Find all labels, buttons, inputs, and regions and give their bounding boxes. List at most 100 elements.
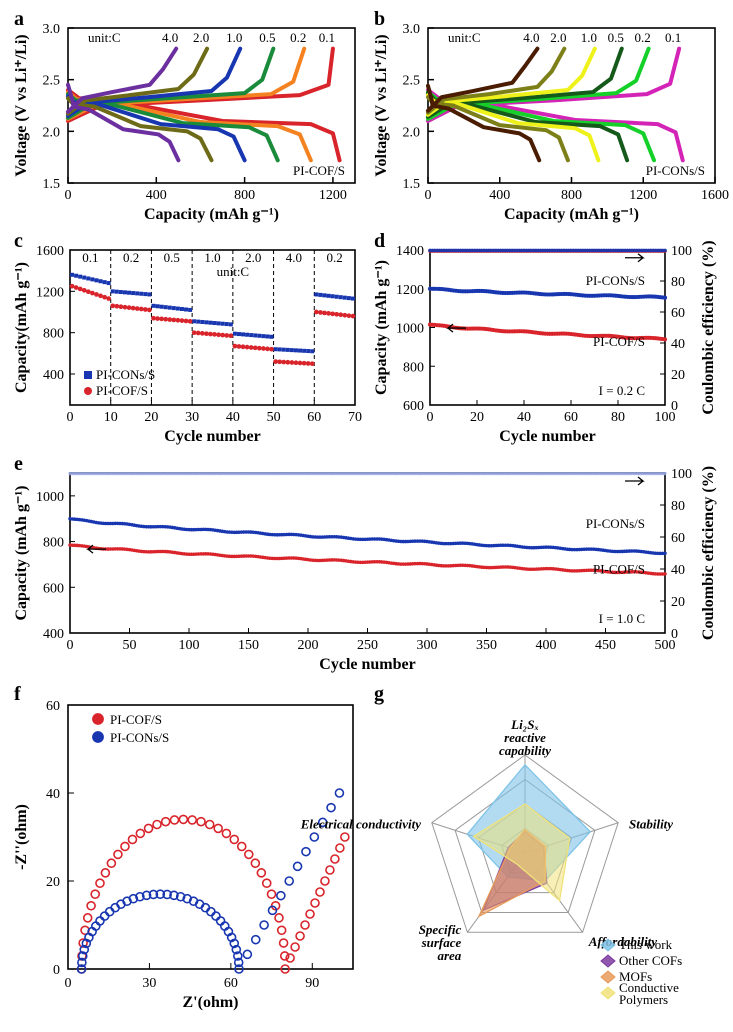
svg-text:I = 1.0 C: I = 1.0 C	[599, 611, 645, 626]
svg-text:PI-CONs/S: PI-CONs/S	[586, 273, 645, 288]
panel-f: f 03060900204060Z'(ohm)-Z''(ohm)PI-COF/S…	[10, 685, 365, 1015]
svg-text:2.0: 2.0	[403, 125, 421, 140]
svg-text:0.5: 0.5	[608, 30, 624, 45]
svg-text:40: 40	[517, 410, 531, 425]
panel-a: a 040080012001.52.02.53.0Capacity (mAh g…	[10, 10, 365, 225]
svg-text:0.1: 0.1	[319, 30, 335, 45]
svg-text:80: 80	[671, 499, 685, 514]
svg-text:PI-CONs/S: PI-CONs/S	[646, 163, 705, 178]
svg-text:1000: 1000	[396, 322, 424, 337]
svg-text:1200: 1200	[319, 188, 347, 203]
svg-text:3.0: 3.0	[43, 22, 61, 37]
svg-text:3.0: 3.0	[403, 22, 421, 37]
svg-text:Stability: Stability	[629, 817, 673, 832]
svg-text:70: 70	[348, 410, 362, 425]
chart-b: 0400800120016001.52.02.53.0Capacity (mAh…	[370, 10, 725, 225]
svg-text:Capacity (mAh g⁻¹): Capacity (mAh g⁻¹)	[13, 485, 30, 620]
svg-text:4.0: 4.0	[286, 250, 302, 265]
svg-text:0: 0	[671, 627, 678, 642]
svg-text:2.5: 2.5	[403, 74, 421, 89]
svg-text:4.0: 4.0	[523, 30, 539, 45]
chart-a: 040080012001.52.02.53.0Capacity (mAh g⁻¹…	[10, 10, 365, 225]
svg-text:Capacity (mAh g⁻¹): Capacity (mAh g⁻¹)	[373, 260, 390, 395]
svg-text:0: 0	[67, 638, 74, 653]
svg-text:350: 350	[476, 638, 497, 653]
svg-text:800: 800	[234, 188, 255, 203]
chart-d: 0204060801006008001000120014000204060801…	[370, 232, 725, 447]
panel-b-label: b	[374, 8, 385, 31]
svg-text:1.5: 1.5	[43, 177, 61, 192]
svg-text:2.0: 2.0	[43, 125, 61, 140]
svg-text:Capacity(mAh g⁻¹): Capacity(mAh g⁻¹)	[13, 262, 30, 393]
svg-text:0: 0	[67, 410, 74, 425]
svg-text:1000: 1000	[36, 490, 64, 505]
svg-text:Polymers: Polymers	[619, 992, 668, 1007]
panel-g: g Li₂SₓreactivecapabilityStabilityAfford…	[370, 685, 730, 1015]
panel-f-label: f	[14, 683, 21, 706]
svg-text:Cycle number: Cycle number	[499, 428, 595, 445]
panel-d: d 02040608010060080010001200140002040608…	[370, 232, 725, 447]
svg-text:1.0: 1.0	[581, 30, 597, 45]
svg-text:400: 400	[43, 627, 64, 642]
panel-b: b 0400800120016001.52.02.53.0Capacity (m…	[370, 10, 725, 225]
svg-text:30: 30	[142, 976, 156, 991]
svg-text:Z'(ohm): Z'(ohm)	[183, 994, 239, 1011]
svg-text:600: 600	[403, 399, 424, 414]
svg-text:10: 10	[104, 410, 118, 425]
svg-text:100: 100	[671, 467, 692, 482]
svg-text:Cycle number: Cycle number	[164, 428, 260, 445]
svg-text:90: 90	[305, 976, 319, 991]
svg-text:0.2: 0.2	[123, 250, 139, 265]
svg-text:2.0: 2.0	[245, 250, 261, 265]
svg-text:50: 50	[123, 638, 137, 653]
svg-text:200: 200	[298, 638, 319, 653]
svg-text:PI-COF/S: PI-COF/S	[593, 561, 645, 576]
svg-text:800: 800	[561, 188, 582, 203]
panel-g-label: g	[374, 683, 384, 706]
svg-text:PI-COF/S: PI-COF/S	[293, 163, 345, 178]
svg-text:60: 60	[46, 699, 60, 714]
svg-text:0.5: 0.5	[164, 250, 180, 265]
svg-text:0: 0	[65, 976, 72, 991]
svg-text:150: 150	[238, 638, 259, 653]
svg-text:250: 250	[357, 638, 378, 653]
panel-c: c 01020304050607040080012001600Cycle num…	[10, 232, 365, 447]
svg-text:unit:C: unit:C	[448, 30, 481, 45]
svg-text:I = 0.2 C: I = 0.2 C	[599, 383, 645, 398]
svg-text:0.2: 0.2	[635, 30, 651, 45]
svg-text:Voltage (V vs Li⁺/Li): Voltage (V vs Li⁺/Li)	[13, 34, 30, 176]
svg-text:1600: 1600	[701, 188, 729, 203]
svg-text:20: 20	[671, 368, 685, 383]
svg-text:400: 400	[489, 188, 510, 203]
svg-text:1.0: 1.0	[204, 250, 220, 265]
svg-text:Capacity (mAh g⁻¹): Capacity (mAh g⁻¹)	[504, 206, 639, 223]
svg-text:40: 40	[226, 410, 240, 425]
svg-text:Voltage (V vs Li⁺/Li): Voltage (V vs Li⁺/Li)	[373, 34, 390, 176]
svg-text:50: 50	[267, 410, 281, 425]
svg-text:-Z''(ohm): -Z''(ohm)	[13, 804, 30, 870]
svg-text:450: 450	[595, 638, 616, 653]
panel-a-label: a	[14, 8, 24, 31]
svg-text:20: 20	[144, 410, 158, 425]
svg-text:Electrical conductivity: Electrical conductivity	[300, 817, 421, 832]
svg-text:1200: 1200	[36, 285, 64, 300]
svg-text:300: 300	[417, 638, 438, 653]
panel-d-label: d	[374, 230, 385, 253]
svg-text:Cycle number: Cycle number	[319, 656, 415, 673]
svg-text:PI-COF/S: PI-COF/S	[110, 712, 162, 727]
svg-text:PI-COF/S: PI-COF/S	[593, 334, 645, 349]
svg-text:0.2: 0.2	[290, 30, 306, 45]
svg-text:Other COFs: Other COFs	[619, 953, 682, 968]
svg-text:60: 60	[307, 410, 321, 425]
svg-text:800: 800	[43, 327, 64, 342]
svg-text:1.5: 1.5	[403, 177, 421, 192]
chart-g: Li₂SₓreactivecapabilityStabilityAffordab…	[370, 685, 730, 1015]
svg-text:1200: 1200	[629, 188, 657, 203]
svg-text:0: 0	[425, 188, 432, 203]
svg-text:2.0: 2.0	[550, 30, 566, 45]
svg-text:This work: This work	[619, 937, 673, 952]
svg-text:400: 400	[43, 368, 64, 383]
panel-e: e 05010015020025030035040045050040060080…	[10, 455, 725, 675]
svg-text:80: 80	[671, 275, 685, 290]
svg-text:0.1: 0.1	[82, 250, 98, 265]
